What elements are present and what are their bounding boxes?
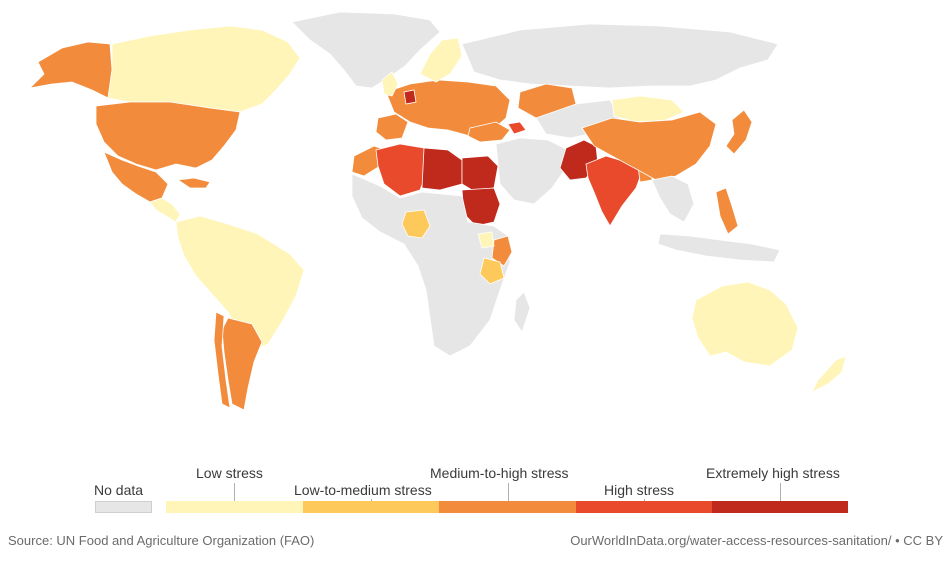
legend-swatch-high — [576, 501, 712, 513]
region-middle-east[interactable] — [495, 137, 569, 205]
region-philippines[interactable] — [715, 187, 739, 235]
legend-label-medium-high: Medium-to-high stress — [430, 465, 569, 481]
region-iberia[interactable] — [375, 113, 409, 141]
legend-tick-high — [644, 499, 645, 501]
region-kenya[interactable] — [491, 235, 513, 267]
legend-tick-low-medium — [371, 499, 372, 501]
legend-swatch-extreme — [712, 501, 848, 513]
region-japan[interactable] — [725, 109, 753, 155]
region-nigeria[interactable] — [401, 209, 431, 239]
region-cuba[interactable] — [176, 177, 211, 189]
region-argentina[interactable] — [221, 317, 263, 411]
region-turkey[interactable] — [467, 121, 511, 143]
region-uk[interactable] — [381, 71, 399, 97]
region-madagascar[interactable] — [513, 291, 531, 333]
legend-tick-extreme — [780, 483, 781, 501]
region-tanzania[interactable] — [479, 257, 505, 285]
region-caucasus[interactable] — [507, 121, 527, 135]
legend-label-no-data: No data — [94, 482, 144, 498]
region-usa[interactable] — [95, 101, 241, 171]
region-scandinavia[interactable] — [419, 37, 463, 83]
region-netherlands[interactable] — [403, 89, 417, 105]
region-south-america[interactable] — [175, 215, 305, 351]
legend-swatch-low-medium — [303, 501, 439, 513]
region-mongolia[interactable] — [611, 95, 685, 123]
region-algeria[interactable] — [375, 143, 429, 197]
region-greenland[interactable] — [291, 11, 441, 89]
legend-swatch-medium-high — [439, 501, 576, 513]
legend-label-low-medium: Low-to-medium stress — [294, 482, 432, 498]
url-text[interactable]: OurWorldInData.org/water-access-resource… — [570, 533, 943, 548]
region-russia[interactable] — [461, 23, 779, 89]
region-central-america[interactable] — [149, 197, 181, 223]
legend-label-low: Low stress — [196, 465, 263, 481]
legend-tick-medium-high — [508, 483, 509, 501]
region-new-zealand[interactable] — [811, 355, 847, 393]
region-southeast-asia[interactable] — [651, 175, 695, 223]
region-africa[interactable] — [351, 173, 511, 357]
region-australia[interactable] — [691, 281, 799, 367]
region-egypt[interactable] — [461, 155, 499, 191]
region-libya[interactable] — [421, 147, 463, 191]
region-uganda[interactable] — [477, 231, 495, 249]
legend-label-high: High stress — [604, 482, 675, 498]
world-map — [28, 11, 847, 411]
legend-tick-low — [234, 483, 235, 501]
region-chile[interactable] — [213, 311, 231, 409]
region-canada[interactable] — [107, 25, 301, 113]
legend-swatch-low — [166, 501, 303, 513]
region-china[interactable] — [581, 111, 717, 181]
legend-swatch-no-data — [95, 501, 152, 513]
region-alaska[interactable] — [28, 41, 113, 99]
region-indonesia[interactable] — [657, 233, 781, 263]
legend-label-extreme: Extremely high stress — [706, 465, 840, 481]
source-text: Source: UN Food and Agriculture Organiza… — [8, 533, 315, 548]
